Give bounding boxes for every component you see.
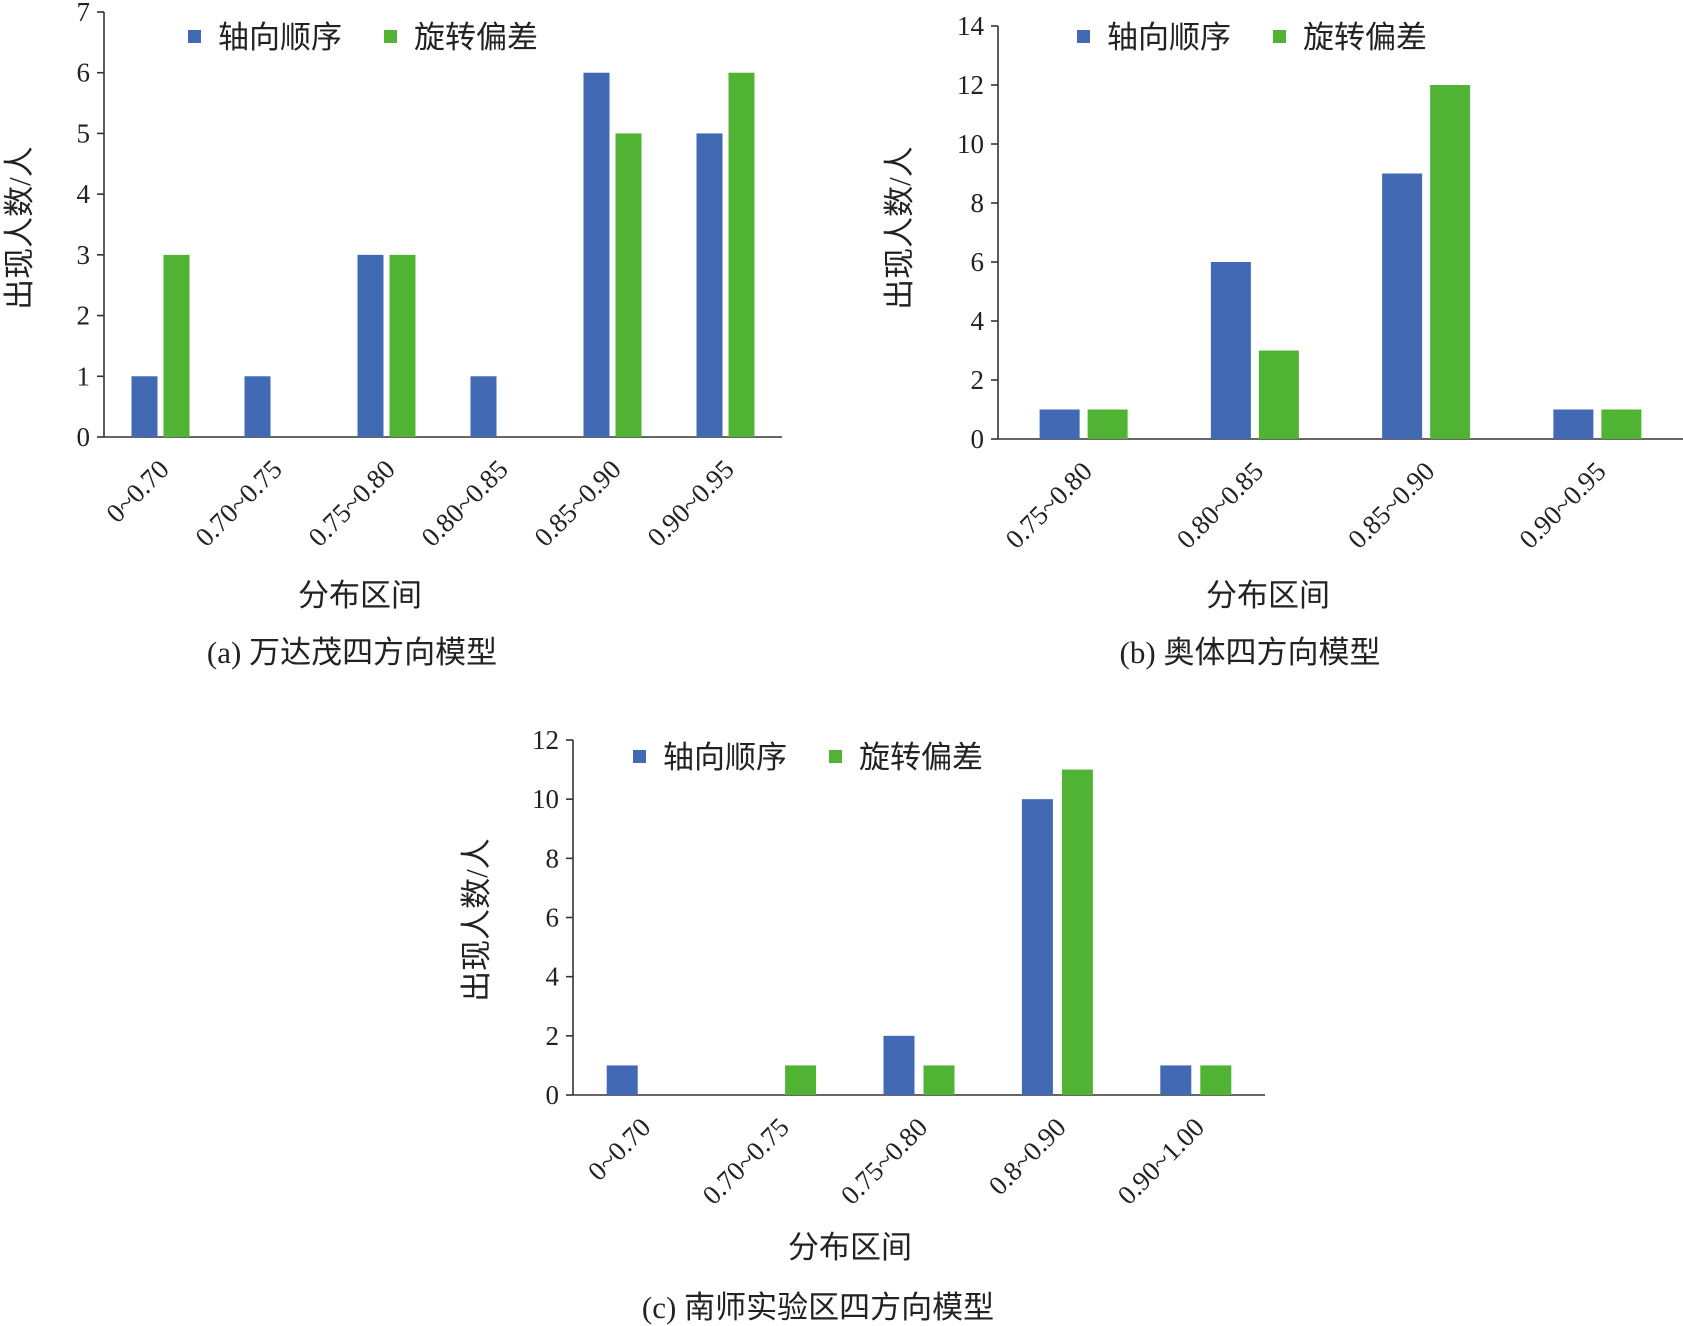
bar-rotation-deviation bbox=[923, 1065, 955, 1095]
x-tick-label: 0.70~0.75 bbox=[189, 454, 287, 552]
legend-swatch bbox=[633, 750, 646, 763]
x-tick-label: 0.85~0.90 bbox=[528, 454, 626, 552]
y-tick-label: 12 bbox=[532, 725, 559, 755]
x-tick-label: 0.70~0.75 bbox=[696, 1112, 794, 1210]
legend-swatch bbox=[829, 750, 842, 763]
y-tick-label: 7 bbox=[77, 0, 91, 27]
legend-swatch bbox=[1273, 30, 1286, 43]
legend-swatch bbox=[1077, 30, 1090, 43]
bar-rotation-deviation bbox=[1200, 1065, 1232, 1095]
y-tick-label: 4 bbox=[77, 179, 91, 209]
x-tick-label: 0.8~0.90 bbox=[983, 1112, 1072, 1201]
x-tick-label: 0.75~0.80 bbox=[302, 454, 400, 552]
y-tick-label: 1 bbox=[77, 361, 91, 391]
bar-axial-order bbox=[357, 254, 384, 437]
chart-c: 0 2 4 6 8 10 12 0~0.70 0.70~0.75 0.75~0.80 0.8~0.9… bbox=[459, 725, 1265, 1325]
x-tick-label: 0.75~0.80 bbox=[1000, 456, 1098, 554]
y-tick-label: 4 bbox=[546, 962, 560, 992]
x-axis-title: 分布区间 bbox=[1206, 578, 1330, 613]
y-tick-label: 8 bbox=[971, 188, 985, 218]
y-tick-label: 12 bbox=[957, 70, 984, 100]
chart-a: 0 1 2 3 4 5 6 7 0~0.70 0.70~0.75 0.75~0.80 0.80~0.8… bbox=[2, 0, 782, 670]
y-tick-label: 5 bbox=[77, 118, 91, 148]
bar-axial-order bbox=[470, 376, 497, 437]
legend-label: 轴向顺序 bbox=[663, 740, 787, 775]
chart-caption: (a) 万达茂四方向模型 bbox=[207, 635, 497, 670]
bar-axial-order bbox=[1160, 1065, 1192, 1095]
legend-swatch bbox=[188, 30, 201, 43]
x-tick-label: 0~0.70 bbox=[582, 1112, 657, 1187]
bar-rotation-deviation bbox=[389, 254, 416, 437]
y-tick-label: 0 bbox=[971, 424, 985, 454]
bar-rotation-deviation bbox=[1430, 85, 1471, 439]
legend-swatch bbox=[384, 30, 397, 43]
bar-axial-order bbox=[131, 376, 158, 437]
bar-rotation-deviation bbox=[163, 254, 190, 437]
y-tick-label: 10 bbox=[532, 784, 559, 814]
y-axis-title: 出现人数/人 bbox=[459, 838, 494, 1002]
y-tick-label: 6 bbox=[77, 58, 91, 88]
bar-axial-order bbox=[1021, 799, 1053, 1095]
legend-label: 旋转偏差 bbox=[414, 20, 538, 55]
chart-caption: (c) 南师实验区四方向模型 bbox=[642, 1290, 994, 1325]
bar-rotation-deviation bbox=[728, 72, 755, 437]
x-tick-label: 0.85~0.90 bbox=[1342, 456, 1440, 554]
bar-rotation-deviation bbox=[1601, 409, 1642, 439]
x-axis-title: 分布区间 bbox=[298, 578, 422, 613]
bar-rotation-deviation bbox=[785, 1065, 817, 1095]
y-axis-title: 出现人数/人 bbox=[2, 146, 37, 310]
x-tick-label: 0.90~1.00 bbox=[1112, 1112, 1210, 1210]
y-tick-label: 14 bbox=[957, 11, 985, 41]
y-tick-label: 0 bbox=[77, 422, 91, 452]
legend-label: 轴向顺序 bbox=[1107, 20, 1231, 55]
bar-rotation-deviation bbox=[1061, 769, 1093, 1095]
legend-label: 轴向顺序 bbox=[218, 20, 342, 55]
y-axis-title: 出现人数/人 bbox=[882, 146, 917, 310]
x-tick-label: 0.80~0.85 bbox=[415, 454, 513, 552]
x-tick-label: 0.75~0.80 bbox=[835, 1112, 933, 1210]
bar-axial-order bbox=[583, 72, 610, 437]
y-tick-label: 10 bbox=[957, 129, 984, 159]
y-tick-label: 3 bbox=[77, 240, 91, 270]
bar-axial-order bbox=[1039, 409, 1080, 439]
x-axis-title: 分布区间 bbox=[788, 1230, 912, 1265]
y-tick-label: 6 bbox=[546, 903, 560, 933]
bar-axial-order bbox=[244, 376, 271, 437]
bar-axial-order bbox=[696, 133, 723, 437]
x-tick-label: 0~0.70 bbox=[100, 454, 175, 529]
bar-axial-order bbox=[1553, 409, 1594, 439]
y-tick-label: 0 bbox=[546, 1080, 560, 1110]
bar-rotation-deviation bbox=[1258, 350, 1299, 439]
bar-axial-order bbox=[1210, 262, 1251, 439]
y-tick-label: 8 bbox=[546, 843, 560, 873]
legend-label: 旋转偏差 bbox=[1303, 20, 1427, 55]
x-tick-label: 0.80~0.85 bbox=[1171, 456, 1269, 554]
chart-b: 0 2 4 6 8 10 12 14 0.75~0.80 0.80~0.85 0.85~0.90 0.… bbox=[882, 11, 1683, 670]
y-tick-label: 2 bbox=[971, 365, 985, 395]
y-tick-label: 2 bbox=[77, 301, 91, 331]
bar-axial-order bbox=[883, 1035, 915, 1095]
x-tick-label: 0.90~0.95 bbox=[641, 454, 739, 552]
bar-axial-order bbox=[1382, 173, 1423, 439]
legend-label: 旋转偏差 bbox=[859, 740, 983, 775]
bar-rotation-deviation bbox=[1087, 409, 1128, 439]
y-tick-label: 6 bbox=[971, 247, 985, 277]
x-tick-label: 0.90~0.95 bbox=[1513, 456, 1611, 554]
y-tick-label: 4 bbox=[971, 306, 985, 336]
bar-rotation-deviation bbox=[615, 133, 642, 437]
bar-axial-order bbox=[606, 1065, 638, 1095]
chart-caption: (b) 奥体四方向模型 bbox=[1120, 635, 1381, 670]
y-tick-label: 2 bbox=[546, 1021, 560, 1051]
